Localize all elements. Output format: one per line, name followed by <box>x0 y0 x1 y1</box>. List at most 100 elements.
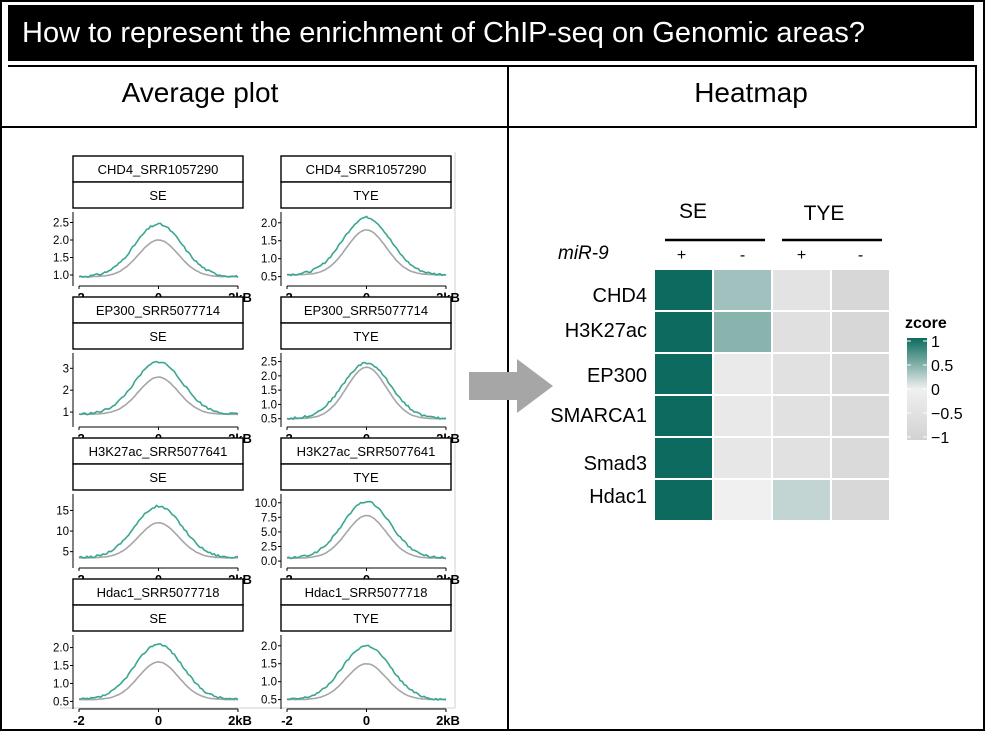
y-tick-label: 2.0 <box>261 371 277 383</box>
heatmap: SE TYE miR-9 + - + - CHD4 H3K27ac EP300 SMARCA1 Sma… <box>550 200 963 520</box>
sample-label: H3K27ac_SRR5077641 <box>89 444 228 459</box>
control-line <box>286 366 446 420</box>
control-line <box>287 229 447 276</box>
y-tick-label: 0.5 <box>53 696 69 708</box>
region-strip <box>72 604 244 632</box>
x-tick-label: 0 <box>363 713 370 728</box>
heatmap-cell <box>773 480 830 520</box>
heatmap-cell <box>714 438 771 478</box>
heatmap-cell <box>832 480 889 520</box>
row-label: H3K27ac <box>565 320 647 342</box>
y-tick-label: 2.5 <box>53 218 69 230</box>
heatmap-cell <box>832 312 889 352</box>
sample-label: EP300_SRR5077714 <box>96 303 220 318</box>
region-label: TYE <box>353 611 379 626</box>
region-label: SE <box>149 329 167 344</box>
region-strip <box>72 463 244 491</box>
x-tick-label: 2kB <box>436 713 460 728</box>
y-tick-label: 10 <box>56 526 69 538</box>
y-tick-label: 2.5 <box>261 357 277 369</box>
control-line <box>286 662 446 701</box>
sample-strip <box>280 437 452 465</box>
control-line <box>78 521 239 559</box>
y-tick-label: 1.5 <box>53 253 69 265</box>
y-tick-label: 1.0 <box>261 399 277 411</box>
control-line <box>78 660 238 701</box>
y-tick-label: 2.0 <box>53 235 69 247</box>
treated-line <box>286 644 447 701</box>
y-tick-label: 0.5 <box>261 695 277 707</box>
sample-label: Hdac1_SRR5077718 <box>305 585 428 600</box>
heatmap-cell <box>773 270 830 310</box>
region-label: SE <box>149 611 167 626</box>
treated-line <box>78 504 239 559</box>
treated-line <box>287 215 447 277</box>
y-tick-label: 15 <box>56 505 69 517</box>
x-tick-label: 0 <box>155 713 162 728</box>
y-tick-label: 10.0 <box>255 498 277 510</box>
treated-line <box>286 361 447 421</box>
sample-label: CHD4_SRR1057290 <box>98 162 219 177</box>
sample-label: Hdac1_SRR5077718 <box>97 585 220 600</box>
region-strip <box>280 463 452 491</box>
control-line <box>79 239 238 278</box>
heatmap-cell <box>714 480 771 520</box>
x-tick-label: -2 <box>73 713 85 728</box>
row-label: CHD4 <box>593 285 647 307</box>
legend-tick-label: 0.5 <box>931 358 953 375</box>
legend-tick-label: −1 <box>931 430 949 447</box>
treated-line <box>79 643 239 701</box>
right-arrow-icon <box>469 359 553 413</box>
region-label: TYE <box>353 329 379 344</box>
heatmap-cell <box>832 438 889 478</box>
heatmap-cell <box>832 396 889 436</box>
average-plot-panel: H3K27ac_SRR5077641TYE0.02.55.07.510.0-20… <box>255 437 460 587</box>
row-label: Smad3 <box>584 453 647 475</box>
region-strip <box>280 322 452 350</box>
region-label: TYE <box>353 470 379 485</box>
sample-strip <box>280 296 452 324</box>
heatmap-cell <box>714 270 771 310</box>
region-label: TYE <box>353 188 379 203</box>
legend-tick-label: −0.5 <box>931 406 963 423</box>
y-tick-label: 1.5 <box>261 659 277 671</box>
y-tick-label: 5.0 <box>261 527 277 539</box>
average-plot-grid: CHD4_SRR1057290 SE 1.0 1.5 2.0 2.5 -2 0 2kB CHD4_… <box>53 152 460 728</box>
control-line <box>287 514 447 560</box>
row-label: Hdac1 <box>589 486 647 508</box>
y-tick-label: 1.5 <box>261 236 277 248</box>
heatmap-cell <box>655 438 712 478</box>
y-tick-label: 1.0 <box>261 677 277 689</box>
treated-line <box>78 360 239 416</box>
sample-label: H3K27ac_SRR5077641 <box>297 444 436 459</box>
heatmap-cell <box>773 354 830 394</box>
region-label: SE <box>149 470 167 485</box>
heatmap-cell <box>832 270 889 310</box>
heatmap-cell <box>655 312 712 352</box>
heatmap-cell <box>714 354 771 394</box>
y-tick-label: 5 <box>63 547 69 559</box>
sample-strip <box>280 578 452 606</box>
heatmap-cell <box>655 480 712 520</box>
column-sign: - <box>740 247 745 264</box>
heatmap-cell <box>655 396 712 436</box>
region-strip <box>280 181 452 209</box>
y-tick-label: 3 <box>63 363 69 375</box>
condition-label: miR-9 <box>558 243 609 264</box>
region-strip <box>72 322 244 350</box>
heatmap-cell <box>714 312 771 352</box>
legend-colorbar <box>907 338 927 440</box>
y-tick-label: 2.5 <box>261 542 277 554</box>
y-tick-label: 1.5 <box>261 385 277 397</box>
y-tick-label: 1 <box>63 407 69 419</box>
y-tick-label: 2.0 <box>261 641 277 653</box>
y-tick-label: 2.0 <box>53 643 69 655</box>
legend-tick-label: 0 <box>931 382 940 399</box>
region-strip <box>280 604 452 632</box>
y-tick-label: 7.5 <box>261 512 277 524</box>
